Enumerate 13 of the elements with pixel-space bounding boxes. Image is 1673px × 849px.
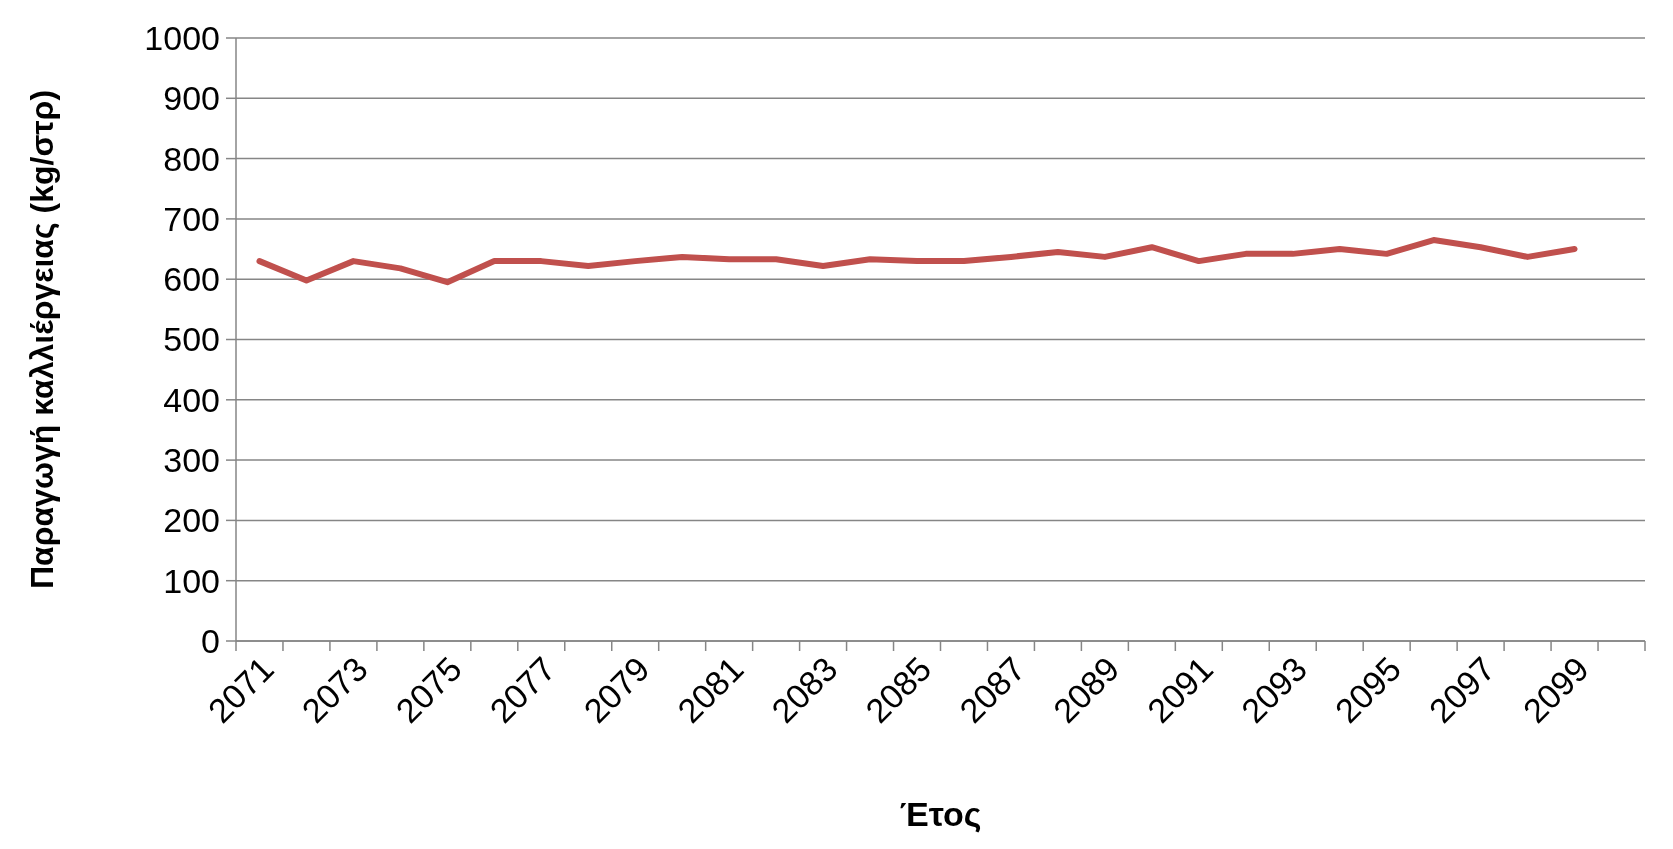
y-axis-title: Παραγωγή καλλιέργειας (kg/στρ)	[24, 89, 60, 590]
x-axis-title: Έτος	[899, 795, 982, 833]
y-tick-label: 600	[163, 260, 220, 299]
y-tick-label: 400	[163, 380, 220, 419]
y-tick-label: 300	[163, 441, 220, 479]
y-tick-label: 700	[163, 199, 220, 238]
y-tick-label: 0	[201, 621, 220, 660]
y-tick-label: 1000	[144, 18, 220, 57]
y-tick-label: 500	[163, 320, 220, 359]
y-tick-label: 800	[163, 139, 220, 178]
y-tick-label: 900	[163, 79, 220, 118]
y-tick-label: 100	[163, 561, 220, 600]
y-tick-label: 200	[163, 501, 220, 540]
